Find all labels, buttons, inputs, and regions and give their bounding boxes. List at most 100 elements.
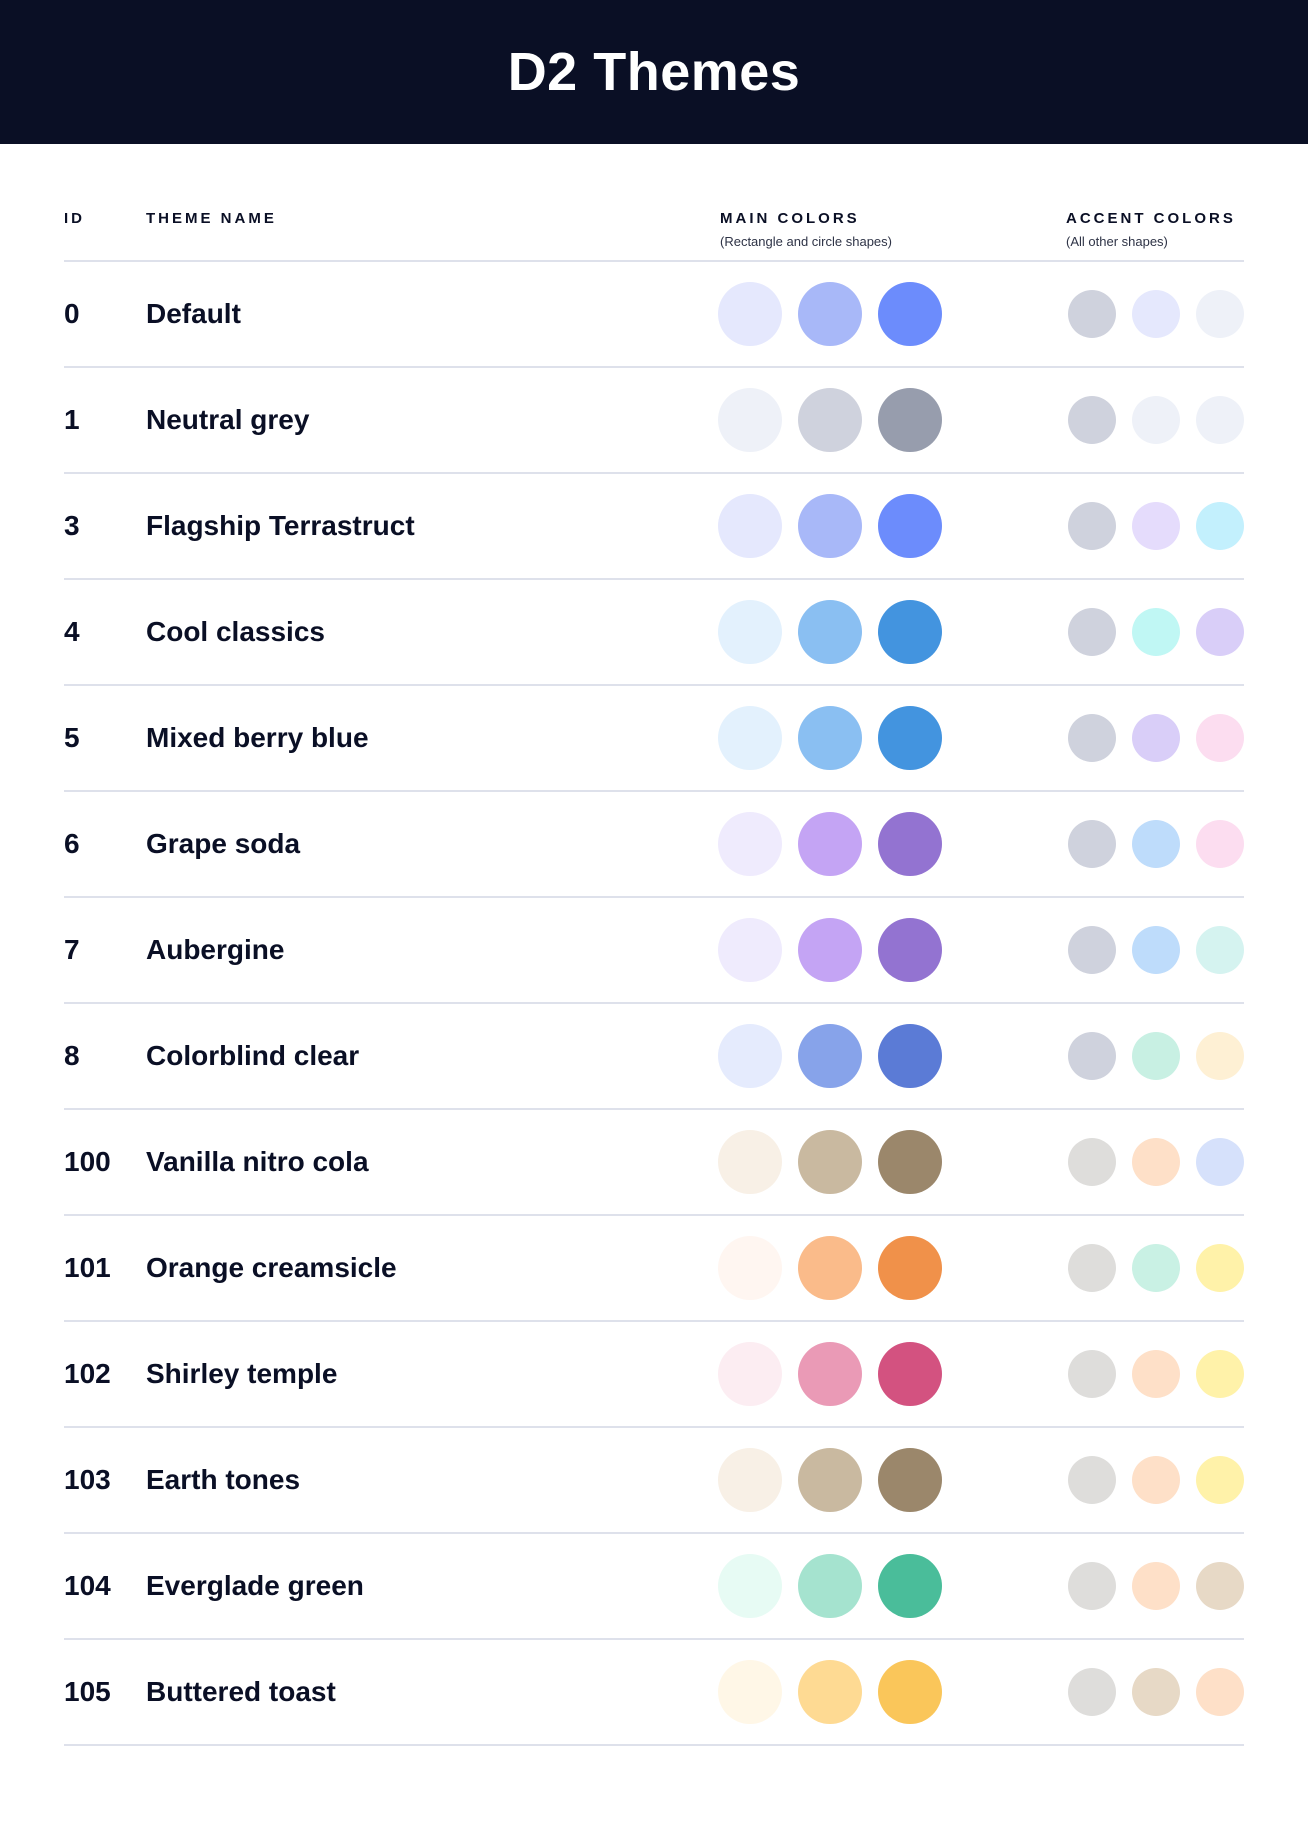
accent-color-swatch <box>1196 1138 1244 1186</box>
theme-name: Vanilla nitro cola <box>146 1146 369 1177</box>
accent-color-swatch <box>1196 1032 1244 1080</box>
accent-color-swatch <box>1068 1244 1116 1292</box>
main-color-swatch <box>798 1236 862 1300</box>
accent-color-swatch <box>1068 926 1116 974</box>
accent-colors <box>1068 1562 1244 1610</box>
main-colors <box>718 600 942 664</box>
theme-name: Grape soda <box>146 828 301 859</box>
main-color-swatch <box>718 600 782 664</box>
accent-color-swatch <box>1196 820 1244 868</box>
theme-id: 6 <box>64 828 80 859</box>
theme-id: 0 <box>64 298 80 329</box>
main-color-swatch <box>878 1660 942 1724</box>
main-color-swatch <box>718 1024 782 1088</box>
table-row: 8 Colorblind clear <box>64 1004 1244 1110</box>
accent-color-swatch <box>1196 1350 1244 1398</box>
accent-colors <box>1068 1668 1244 1716</box>
accent-color-swatch <box>1196 926 1244 974</box>
main-color-swatch <box>798 1130 862 1194</box>
theme-id: 104 <box>64 1570 111 1601</box>
table-row: 0 Default <box>64 262 1244 368</box>
accent-color-swatch <box>1068 502 1116 550</box>
accent-color-swatch <box>1132 714 1180 762</box>
column-subheader-accent: (All other shapes) <box>1066 234 1168 249</box>
column-header-id: ID <box>64 210 85 227</box>
accent-color-swatch <box>1068 290 1116 338</box>
table-row: 7 Aubergine <box>64 898 1244 1004</box>
theme-id: 3 <box>64 510 80 541</box>
main-color-swatch <box>718 812 782 876</box>
main-colors <box>718 1024 942 1088</box>
main-color-swatch <box>878 1024 942 1088</box>
accent-color-swatch <box>1132 608 1180 656</box>
theme-id: 8 <box>64 1040 80 1071</box>
theme-id: 1 <box>64 404 80 435</box>
main-color-swatch <box>798 1342 862 1406</box>
column-header-accent: ACCENT COLORS <box>1066 210 1236 227</box>
accent-color-swatch <box>1196 396 1244 444</box>
theme-id: 102 <box>64 1358 111 1389</box>
accent-color-swatch <box>1068 1668 1116 1716</box>
theme-name: Shirley temple <box>146 1358 338 1389</box>
theme-id: 5 <box>64 722 80 753</box>
column-header-main: MAIN COLORS <box>720 210 860 227</box>
main-colors <box>718 1342 942 1406</box>
accent-color-swatch <box>1196 290 1244 338</box>
table-row: 104 Everglade green <box>64 1534 1244 1640</box>
accent-color-swatch <box>1132 1138 1180 1186</box>
accent-color-swatch <box>1132 1350 1180 1398</box>
accent-color-swatch <box>1196 1244 1244 1292</box>
main-color-swatch <box>718 706 782 770</box>
accent-color-swatch <box>1068 1562 1116 1610</box>
accent-colors <box>1068 502 1244 550</box>
main-color-swatch <box>798 1660 862 1724</box>
accent-colors <box>1068 1350 1244 1398</box>
main-color-swatch <box>798 706 862 770</box>
table-row: 105 Buttered toast <box>64 1640 1244 1746</box>
main-color-swatch <box>718 282 782 346</box>
accent-color-swatch <box>1132 1668 1180 1716</box>
accent-color-swatch <box>1132 290 1180 338</box>
theme-name: Cool classics <box>146 616 325 647</box>
theme-name: Flagship Terrastruct <box>146 510 415 541</box>
accent-color-swatch <box>1196 502 1244 550</box>
main-colors <box>718 1236 942 1300</box>
accent-colors <box>1068 396 1244 444</box>
main-color-swatch <box>798 1024 862 1088</box>
main-color-swatch <box>878 1342 942 1406</box>
main-colors <box>718 388 942 452</box>
main-color-swatch <box>878 600 942 664</box>
page-header: D2 Themes <box>0 0 1308 144</box>
theme-name: Default <box>146 298 241 329</box>
accent-color-swatch <box>1196 714 1244 762</box>
accent-colors <box>1068 820 1244 868</box>
main-color-swatch <box>878 1236 942 1300</box>
column-subheader-main: (Rectangle and circle shapes) <box>720 234 892 249</box>
main-color-swatch <box>878 1448 942 1512</box>
table-row: 1 Neutral grey <box>64 368 1244 474</box>
main-colors <box>718 494 942 558</box>
main-color-swatch <box>878 1130 942 1194</box>
table-row: 102 Shirley temple <box>64 1322 1244 1428</box>
accent-color-swatch <box>1068 1138 1116 1186</box>
main-colors <box>718 1448 942 1512</box>
accent-color-swatch <box>1132 396 1180 444</box>
theme-name: Neutral grey <box>146 404 310 435</box>
main-color-swatch <box>878 388 942 452</box>
theme-name: Colorblind clear <box>146 1040 360 1071</box>
main-color-swatch <box>878 706 942 770</box>
main-colors <box>718 1130 942 1194</box>
accent-color-swatch <box>1132 1456 1180 1504</box>
table-row: 6 Grape soda <box>64 792 1244 898</box>
table-row: 103 Earth tones <box>64 1428 1244 1534</box>
accent-color-swatch <box>1132 1032 1180 1080</box>
theme-id: 7 <box>64 934 80 965</box>
main-color-swatch <box>718 388 782 452</box>
accent-colors <box>1068 608 1244 656</box>
main-color-swatch <box>718 1342 782 1406</box>
main-colors <box>718 812 942 876</box>
main-colors <box>718 282 942 346</box>
accent-color-swatch <box>1196 1668 1244 1716</box>
main-color-swatch <box>798 494 862 558</box>
theme-id: 100 <box>64 1146 111 1177</box>
